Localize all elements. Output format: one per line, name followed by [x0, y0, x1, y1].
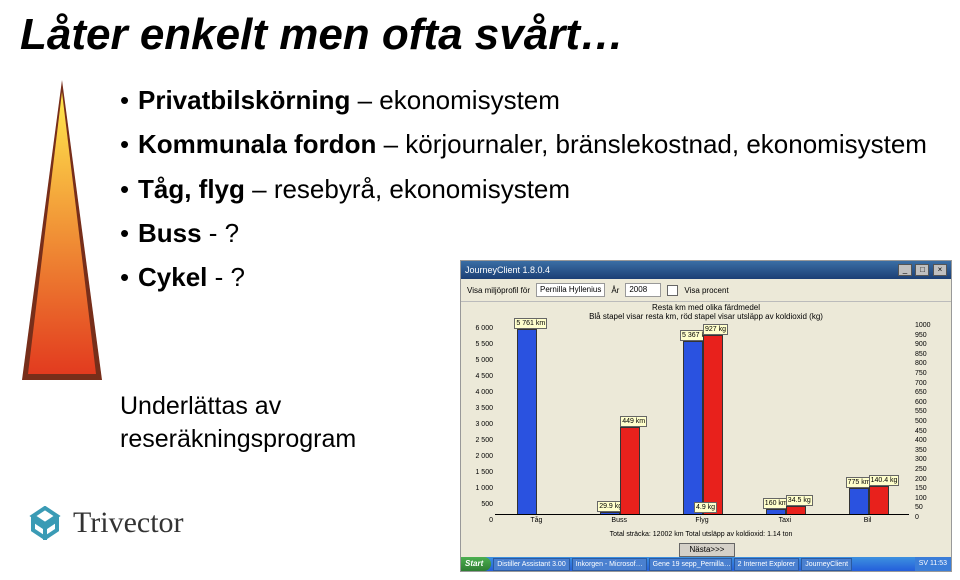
bar-co2 [703, 335, 723, 515]
bar-label: 34.5 kg [786, 495, 813, 506]
toolbar-label: År [611, 286, 619, 295]
close-icon[interactable]: × [933, 264, 947, 276]
chart-plot: 5 761 km29.9 kg449 km5 367 km927 kg4.9 k… [495, 323, 909, 515]
user-dropdown[interactable]: Pernilla Hyllenius [536, 283, 605, 297]
start-button[interactable]: Start [461, 557, 491, 571]
bar-km [517, 329, 537, 515]
bar-label: 5 761 km [514, 318, 547, 329]
taskbar-item[interactable]: Gene 19 sepp_Pernilla… [649, 558, 732, 571]
bar-label: 927 kg [703, 324, 728, 335]
system-tray: SV 11:53 [915, 557, 951, 571]
x-category: Buss [589, 517, 649, 524]
logo-text: Trivector [73, 506, 184, 540]
bullet-item: •Tåg, flyg – resebyrå, ekonomisystem [120, 169, 927, 209]
x-category: Flyg [672, 517, 732, 524]
window-title: JourneyClient 1.8.0.4 [465, 265, 550, 275]
logo: Trivector [25, 506, 184, 540]
y-axis-right: 1000950900850800750700650600550500450400… [915, 321, 945, 522]
x-category: Taxi [755, 517, 815, 524]
page-title: Låter enkelt men ofta svårt… [20, 10, 624, 60]
bar-label: 140.4 kg [869, 475, 900, 486]
window-titlebar: JourneyClient 1.8.0.4 _ □ × [461, 261, 951, 279]
maximize-icon[interactable]: □ [915, 264, 929, 276]
minimize-icon[interactable]: _ [898, 264, 912, 276]
logo-icon [25, 506, 65, 540]
taskbar-item[interactable]: JourneyClient [801, 558, 852, 571]
next-button[interactable]: Nästa>>> [679, 543, 735, 557]
bullet-item: •Privatbilskörning – ekonomisystem [120, 80, 927, 120]
x-category: Tåg [506, 517, 566, 524]
bar-co2 [869, 486, 889, 515]
bar-label: 4.9 kg [694, 502, 717, 513]
taskbar-item[interactable]: 2 Internet Explorer [734, 558, 800, 571]
taskbar: Start Distiller Assistant 3.00 Inkorgen … [461, 557, 951, 571]
bar-km [683, 341, 703, 515]
x-category: Bil [838, 517, 898, 524]
taskbar-item[interactable]: Distiller Assistant 3.00 [493, 558, 569, 571]
toolbar-label: Visa miljöprofil för [467, 286, 530, 295]
chart-screenshot: JourneyClient 1.8.0.4 _ □ × Visa miljöpr… [460, 260, 952, 572]
year-dropdown[interactable]: 2008 [625, 283, 661, 297]
y-axis-left: 6 0005 5005 0004 5004 0003 5003 0002 500… [467, 321, 493, 529]
bar-km [849, 488, 869, 515]
toolbar: Visa miljöprofil för Pernilla Hyllenius … [461, 279, 951, 302]
footer-text: Underlättas av reseräkningsprogram [120, 390, 356, 455]
percent-checkbox[interactable] [667, 285, 678, 296]
chart-summary: Total sträcka: 12002 km Total utsläpp av… [491, 531, 911, 538]
bullet-item: •Kommunala fordon – körjournaler, bränsl… [120, 124, 927, 164]
bar-label: 449 km [620, 416, 647, 427]
bullet-item: •Buss - ? [120, 213, 927, 253]
checkbox-label: Visa procent [684, 286, 728, 295]
taskbar-item[interactable]: Inkorgen - Microsof… [572, 558, 647, 571]
bar-co2 [620, 427, 640, 515]
